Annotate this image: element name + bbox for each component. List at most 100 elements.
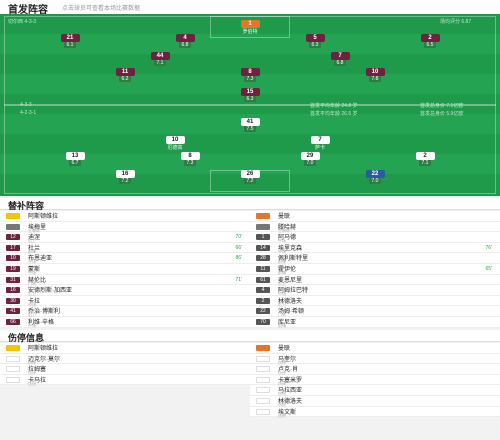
- sub-row[interactable]: 66 利维·辛格 中场: [0, 317, 250, 328]
- sub-row[interactable]: 61 麦恩尼里 后卫: [250, 275, 500, 286]
- team-crest-icon: [6, 213, 20, 219]
- player-home[interactable]: 2 7.1: [395, 152, 455, 166]
- jersey-number: 70: [256, 318, 270, 325]
- injuries-home-list: 阿斯顿维拉 迈克尔·莫尔 伤停 拉姆塞 伤停 卡马拉 伤停: [0, 343, 250, 386]
- lineup-title: 首发阵容: [8, 5, 48, 16]
- player-pos: 中场: [28, 322, 36, 328]
- player-home[interactable]: 41 7.5: [220, 118, 280, 132]
- player-home[interactable]: 16 7.2: [95, 170, 155, 184]
- sub-row[interactable]: 17 杜兰 前锋 66': [0, 243, 250, 254]
- player-rating: 6.8: [333, 60, 347, 66]
- player-name: 杜兰: [28, 245, 41, 252]
- sub-row[interactable]: 14 埃里克森 中场 76': [250, 243, 500, 254]
- sub-row[interactable]: 1 阿马德 中场: [250, 232, 500, 243]
- player-away[interactable]: 15 6.3: [220, 88, 280, 102]
- sub-row[interactable]: 22 汤姆·希顿 门将: [250, 306, 500, 317]
- injury-row[interactable]: 马奎尔 伤停: [250, 354, 500, 365]
- sub-row[interactable]: 12 迪涅 后卫 70': [0, 232, 250, 243]
- player-home[interactable]: 8 7.3: [160, 152, 220, 166]
- player-name: 厄德高: [167, 145, 183, 151]
- player-pos: 后卫: [278, 280, 286, 286]
- home-avg-age: 首发平均年龄 26.5 岁: [310, 111, 358, 117]
- player-away[interactable]: 44 7.1: [130, 52, 190, 66]
- player-home[interactable]: 26 7.2: [220, 170, 280, 184]
- sub-row[interactable]: 41 乔治·博斯利 后卫: [0, 306, 250, 317]
- player-rating: 6.7: [68, 160, 82, 166]
- player-away[interactable]: 4 6.8: [155, 34, 215, 48]
- injury-icon: [256, 355, 270, 362]
- player-name: 迪涅: [28, 235, 41, 242]
- player-name: 林德洛夫: [278, 398, 303, 405]
- player-name: 卢克·肖: [278, 367, 298, 374]
- injury-row[interactable]: 卢克·肖 伤停: [250, 364, 500, 375]
- sub-row[interactable]: 10 布恩迪亚 中场 86': [0, 253, 250, 264]
- injury-status: 伤停: [278, 370, 286, 376]
- player-pos: 中场: [28, 269, 36, 275]
- player-rating: 7.2: [243, 178, 257, 184]
- player-away[interactable]: 5 6.3: [285, 34, 345, 48]
- sub-row[interactable]: 28 佩利斯特里 前锋: [250, 253, 500, 264]
- coach-name: 滕哈赫: [278, 224, 297, 231]
- player-away[interactable]: 8 7.3: [220, 68, 280, 82]
- player-home[interactable]: 13 6.7: [45, 152, 105, 166]
- injury-row[interactable]: 卡塞米罗 伤停: [250, 375, 500, 386]
- jersey-number: 16: [6, 287, 20, 294]
- injury-icon: [256, 387, 270, 394]
- jersey-number: 7: [310, 136, 330, 144]
- player-rating: 7.3: [183, 160, 197, 166]
- coach-row[interactable]: 埃梅里 主教练: [0, 222, 250, 233]
- home-value: 首发总身价 5.9亿欧: [420, 111, 464, 117]
- player-name: 阿马德: [278, 235, 297, 242]
- sub-row[interactable]: 31 赫伦比 门将 71': [0, 275, 250, 286]
- player-rating: 7.2: [118, 178, 132, 184]
- player-name: 布恩迪亚: [28, 256, 53, 263]
- player-name: 马奎尔: [278, 356, 297, 363]
- jersey-number: 19: [6, 265, 20, 272]
- player-away[interactable]: 10 7.8: [345, 68, 405, 82]
- jersey-number: 26: [240, 170, 260, 178]
- injury-row[interactable]: 卡马拉 伤停: [0, 375, 250, 386]
- sub-row[interactable]: 4 阿姆拉巴特 中场: [250, 285, 500, 296]
- jersey-number: 41: [6, 308, 20, 315]
- injury-row[interactable]: 拉姆塞 伤停: [0, 364, 250, 375]
- player-away[interactable]: 2 6.5: [400, 34, 460, 48]
- jersey-number: 10: [365, 68, 385, 76]
- sub-row[interactable]: 16 安德烈斯·加西亚 后卫: [0, 285, 250, 296]
- jersey-number: 41: [240, 118, 260, 126]
- sub-minute: 71': [235, 276, 242, 283]
- coach-row[interactable]: 滕哈赫 主教练: [250, 222, 500, 233]
- sub-row[interactable]: 11 霍伊伦 前锋 65': [250, 264, 500, 275]
- player-away-gk[interactable]: 1 罗伯特: [220, 20, 280, 35]
- sub-row[interactable]: 19 蒙斯 中场: [0, 264, 250, 275]
- injury-row[interactable]: 林德洛夫 伤停: [250, 396, 500, 407]
- coach-name: 埃梅里: [28, 224, 47, 231]
- jersey-number: 15: [240, 88, 260, 96]
- injury-status: 伤停: [278, 359, 286, 365]
- jersey-number: 5: [305, 34, 325, 42]
- injuries-lists: 阿斯顿维拉 迈克尔·莫尔 伤停 拉姆塞 伤停 卡马拉 伤停 曼联 马奎尔 伤停 卢克·肖…: [0, 343, 500, 440]
- sub-row[interactable]: 2 林德洛夫 后卫: [250, 296, 500, 307]
- player-away[interactable]: 11 6.2: [95, 68, 155, 82]
- injury-row[interactable]: 埃文斯 伤停: [250, 407, 500, 418]
- sub-minute: 66': [235, 244, 242, 251]
- player-pos: 门将: [278, 312, 286, 318]
- pitch: 切尔西 4-3-3 场均评分 6.87 4-3-3 4-2-3-1 首发平均年龄…: [0, 14, 500, 196]
- player-home-gk[interactable]: 22 7.0: [345, 170, 405, 184]
- player-home[interactable]: 7 萨卡: [290, 136, 350, 151]
- player-away[interactable]: 21 6.1: [40, 34, 100, 48]
- player-pos: 后卫: [28, 291, 36, 297]
- injuries-title: 伤停信息: [8, 333, 45, 343]
- player-home[interactable]: 29 7.0: [280, 152, 340, 166]
- injury-row[interactable]: 迈克尔·莫尔 伤停: [0, 354, 250, 365]
- player-pos: 前锋: [278, 259, 286, 265]
- player-rating: 7.5: [243, 126, 257, 132]
- jersey-number: 8: [180, 152, 200, 160]
- player-home[interactable]: 10 厄德高: [145, 136, 205, 151]
- sub-row[interactable]: 70 库尼亚 前锋: [250, 317, 500, 328]
- sub-row[interactable]: 30 卡拉 中场: [0, 296, 250, 307]
- player-away[interactable]: 7 6.8: [310, 52, 370, 66]
- player-name: 卡马拉: [28, 377, 47, 384]
- player-name: 卡塞米罗: [278, 377, 303, 384]
- team-row: 阿斯顿维拉: [0, 211, 250, 222]
- injury-row[interactable]: 马拉西亚 伤停: [250, 385, 500, 396]
